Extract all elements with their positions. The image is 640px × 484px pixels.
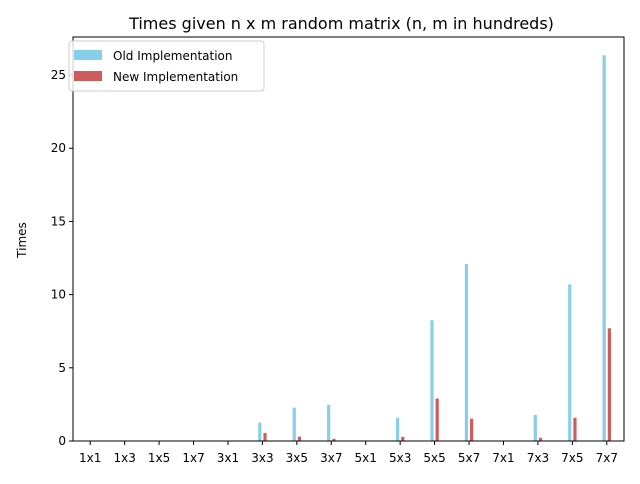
y-tick-label-10: 10 — [51, 288, 66, 302]
bar-old-7x3 — [533, 414, 537, 441]
bar-new-7x7 — [607, 328, 611, 441]
legend-label-old: Old Implementation — [113, 49, 233, 63]
x-tick-label-3x7: 3x7 — [320, 451, 342, 465]
x-tick-label-5x7: 5x7 — [458, 451, 480, 465]
bar-new-3x5 — [297, 436, 302, 441]
x-tick-label-3x1: 3x1 — [217, 451, 239, 465]
x-tick-label-1x3: 1x3 — [113, 451, 135, 465]
bar-old-3x7 — [327, 404, 331, 441]
x-tick-label-7x5: 7x5 — [561, 451, 583, 465]
bar-new-7x5 — [573, 417, 577, 441]
legend-swatch-new — [74, 71, 102, 81]
x-tick-label-1x7: 1x7 — [182, 451, 204, 465]
bar-new-3x3 — [263, 432, 267, 441]
bar-new-5x3 — [401, 436, 405, 441]
chart-title: Times given n x m random matrix (n, m in… — [128, 14, 554, 33]
bar-old-7x5 — [568, 284, 572, 441]
bar-new-3x7 — [332, 438, 336, 441]
x-tick-label-5x1: 5x1 — [355, 451, 377, 465]
bar-old-5x5 — [430, 320, 434, 441]
bar-old-3x5 — [292, 407, 296, 441]
x-tick-label-7x7: 7x7 — [596, 451, 618, 465]
x-tick-label-5x3: 5x3 — [389, 451, 411, 465]
bar-new-7x3 — [538, 437, 543, 441]
bar-old-5x7 — [464, 263, 469, 441]
x-tick-label-3x5: 3x5 — [286, 451, 308, 465]
x-tick-label-7x3: 7x3 — [527, 451, 549, 465]
y-tick-label-20: 20 — [51, 141, 66, 155]
y-tick-label-15: 15 — [51, 214, 66, 228]
legend-label-new: New Implementation — [113, 70, 238, 84]
x-tick-label-1x1: 1x1 — [79, 451, 101, 465]
x-tick-label-1x5: 1x5 — [148, 451, 170, 465]
bar-old-5x3 — [395, 417, 400, 441]
y-tick-label-25: 25 — [51, 68, 66, 82]
axes-frame — [72, 36, 625, 442]
legend-frame — [68, 40, 265, 92]
bar-old-7x7 — [602, 55, 606, 442]
y-tick-label-5: 5 — [58, 361, 66, 375]
bar-new-5x5 — [435, 398, 439, 441]
legend-swatch-old — [74, 50, 102, 60]
bar-old-3x3 — [258, 422, 262, 441]
x-tick-label-5x5: 5x5 — [423, 451, 445, 465]
y-axis-label: Times — [15, 222, 29, 259]
x-tick-label-7x1: 7x1 — [492, 451, 514, 465]
legend: Old Implementation New Implementation — [68, 40, 265, 92]
x-tick-label-3x3: 3x3 — [251, 451, 273, 465]
bar-new-5x7 — [470, 418, 474, 441]
plot-area: 0 5 10 15 20 25 1x1 1x3 1x5 1x7 3x1 3x3 3x5 3x7 5x1 5x3… — [51, 36, 625, 465]
y-tick-label-0: 0 — [58, 434, 66, 448]
